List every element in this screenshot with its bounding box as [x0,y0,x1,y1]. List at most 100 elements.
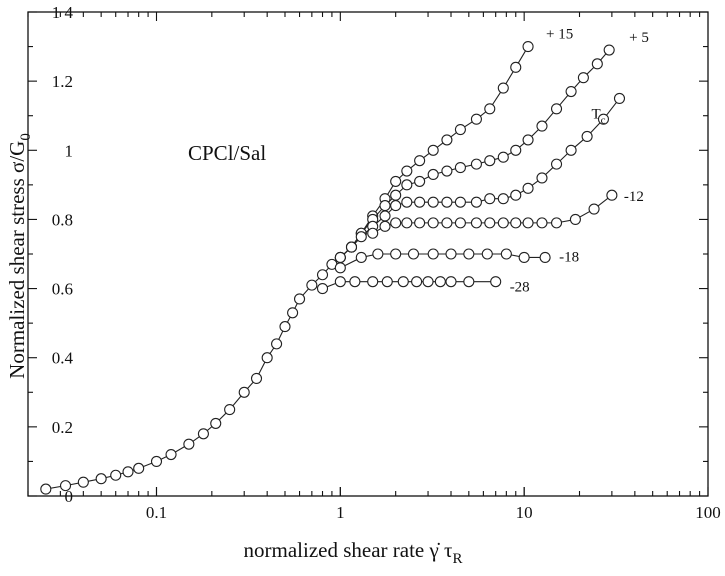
data-point [550,103,563,115]
y-axis-title-symbol: σ/G [5,141,29,173]
data-point [522,134,534,146]
labels-layer: CPCl/Sal normalized shear rate γ̇ τR Norm… [5,27,649,567]
y-tick-label: 0.6 [52,280,73,299]
data-point [510,61,522,73]
data-point [536,217,548,229]
series-2 [334,44,615,264]
data-point [407,248,420,260]
data-point [470,196,482,208]
data-point [401,217,413,229]
data-point [390,217,402,229]
data-point [470,158,482,170]
data-point [522,41,534,53]
data-point [470,113,482,125]
data-point [441,165,453,177]
data-point [250,372,263,385]
data-point [454,196,466,208]
series-3 [334,92,626,264]
x-tick-label: 100 [695,503,721,522]
x-axis-title: normalized shear rate γ̇ τR [244,538,463,567]
data-point [150,455,163,467]
data-point [510,144,522,156]
series-label-text: T [591,106,600,122]
data-point [484,217,496,229]
data-point [224,404,236,416]
y-tick-label: 1.2 [52,72,73,91]
data-point [422,276,434,288]
data-point [355,251,367,264]
data-point [372,248,384,260]
x-axis-title-symbol: γ̇ τ [429,538,453,562]
plot-frame [27,11,709,497]
data-point [316,269,329,281]
data-point [401,179,413,191]
data-point [77,476,89,488]
series-label: + 5 [629,30,649,46]
data-point [316,283,329,295]
data-point [345,241,358,253]
data-point [588,203,600,215]
data-point [334,251,346,264]
data-point [414,217,426,229]
data-point [569,213,581,225]
y-tick-label: 0.2 [52,418,73,437]
data-point [379,200,391,212]
data-point [133,462,145,474]
data-point [414,155,426,167]
data-point [577,72,589,84]
series-line [339,98,620,258]
data-point [427,144,439,156]
data-point [367,227,379,239]
data-point [565,144,577,156]
data-point [95,473,107,485]
data-point [510,189,522,201]
data-point [441,196,453,208]
data-point [484,193,496,205]
data-point [390,248,402,260]
data-point [379,220,391,232]
data-point [349,276,361,288]
series-label: -18 [559,249,579,265]
data-point [539,251,551,264]
data-point [441,134,453,146]
data-point [603,44,615,56]
series-1 [40,41,534,495]
x-axis-title-subscript: R [452,551,462,567]
x-tick-label: 0.1 [146,503,167,522]
data-point [197,428,209,440]
data-point [497,217,509,229]
data-point [411,276,423,288]
data-point [510,217,522,229]
y-tick-label: 1 4 [52,3,74,22]
data-point [497,82,509,94]
data-point [481,248,493,260]
series-label-text: -12 [624,189,644,205]
y-tick-label: 0.8 [52,210,73,229]
data-point [454,162,466,174]
data-point [565,85,577,98]
data-point [434,276,446,288]
series-4 [367,189,618,239]
series-label-subscript: c [601,114,606,126]
y-tick-label: 1 [65,141,74,160]
data-point [441,217,453,229]
series-label: + 15 [546,27,573,43]
data-point [59,480,72,492]
data-point [427,196,439,208]
data-point [110,469,122,481]
data-point [414,175,426,187]
data-point [279,321,291,333]
data-point [306,279,318,291]
y-axis-title: Normalized shear stress σ/G0 [5,133,34,379]
series-label: Tc [591,106,605,126]
data-point [401,196,413,208]
y-axis-title-subscript: 0 [18,133,34,141]
data-point [522,217,534,229]
series-line [45,46,529,490]
x-tick-label: 10 [516,503,533,522]
data-point [463,276,475,288]
data-point [484,155,496,167]
data-point [414,196,426,208]
data-point [293,293,306,305]
